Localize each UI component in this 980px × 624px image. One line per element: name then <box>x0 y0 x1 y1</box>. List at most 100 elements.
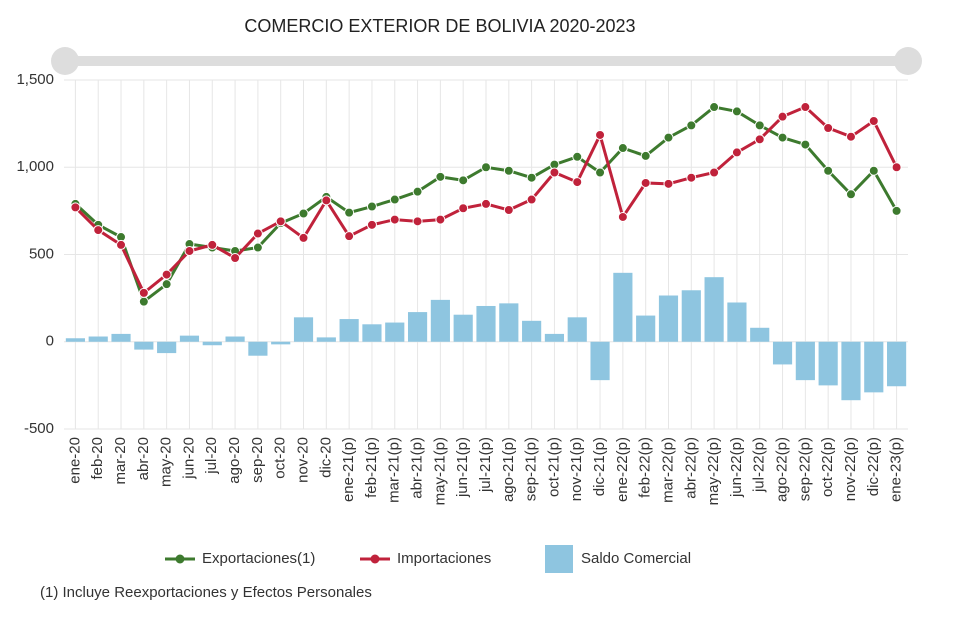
x-tick-label: may-22(p) <box>705 437 722 505</box>
point <box>595 129 606 140</box>
point <box>366 201 377 212</box>
point <box>458 175 469 186</box>
range-slider[interactable] <box>65 56 908 66</box>
x-tick-label: mar-22(p) <box>659 437 676 503</box>
y-tick-label: 500 <box>29 245 54 262</box>
x-tick-label: jun-20 <box>180 437 197 480</box>
point <box>252 228 263 239</box>
point <box>366 219 377 230</box>
point <box>321 195 332 206</box>
bar <box>293 317 314 342</box>
point <box>891 205 902 216</box>
x-tick-label: sep-22(p) <box>796 437 813 501</box>
x-tick-label: abr-20 <box>135 437 152 480</box>
x-tick-label: feb-22(p) <box>637 437 654 498</box>
bar <box>841 341 861 401</box>
point <box>617 143 628 154</box>
legend-label: Saldo Comercial <box>581 550 691 567</box>
x-tick-label: ene-22(p) <box>614 437 631 502</box>
bar <box>613 272 633 342</box>
x-tick-label: jul-20 <box>203 437 220 475</box>
x-tick-label: sep-21(p) <box>523 437 540 501</box>
bar <box>567 317 587 342</box>
x-tick-label: feb-21(p) <box>363 437 380 498</box>
point <box>116 239 127 250</box>
bar <box>316 337 336 342</box>
point <box>868 116 879 127</box>
x-tick-label: ene-20 <box>66 437 83 484</box>
bar <box>430 299 450 342</box>
point <box>503 205 514 216</box>
x-tick-label: mar-21(p) <box>386 437 403 503</box>
slider-handle[interactable] <box>894 47 922 75</box>
x-tick-label: ago-20 <box>226 437 243 484</box>
point <box>845 189 856 200</box>
point <box>731 147 742 158</box>
legend-swatch <box>175 554 185 564</box>
point <box>640 177 651 188</box>
point <box>663 132 674 143</box>
bar <box>407 312 428 342</box>
point <box>731 106 742 117</box>
y-tick-label: 1,000 <box>16 158 54 175</box>
point <box>663 178 674 189</box>
bar <box>590 341 610 381</box>
bar <box>864 341 884 393</box>
point <box>93 225 104 236</box>
slider-handle[interactable] <box>51 47 79 75</box>
point <box>481 198 491 209</box>
point <box>686 172 697 183</box>
bar <box>887 341 907 387</box>
x-tick-label: abr-22(p) <box>682 437 699 499</box>
x-tick-label: nov-22(p) <box>842 437 859 501</box>
bar <box>453 314 473 342</box>
point <box>640 150 651 161</box>
point <box>617 211 628 222</box>
point <box>572 177 583 188</box>
bar <box>658 295 679 342</box>
bar <box>772 341 793 365</box>
x-tick-label: ago-22(p) <box>774 437 791 502</box>
point <box>777 132 788 143</box>
point <box>230 252 241 263</box>
bar <box>202 341 222 346</box>
x-tick-label: oct-20 <box>272 437 289 479</box>
point <box>389 214 400 225</box>
x-tick-label: ago-21(p) <box>500 437 517 502</box>
point <box>412 216 423 227</box>
bar <box>818 341 838 386</box>
point <box>70 202 81 213</box>
point <box>458 203 469 214</box>
footnote: (1) Incluye Reexportaciones y Efectos Pe… <box>40 584 372 601</box>
point <box>823 165 834 176</box>
point <box>389 194 400 205</box>
point <box>891 162 902 173</box>
point <box>526 194 537 205</box>
bar <box>750 327 770 342</box>
point <box>549 167 560 178</box>
chart-title: COMERCIO EXTERIOR DE BOLIVIA 2020-2023 <box>244 16 635 36</box>
y-tick-label: 1,500 <box>16 71 54 88</box>
legend-label: Exportaciones(1) <box>202 550 315 567</box>
x-tick-label: nov-20 <box>294 437 311 483</box>
point <box>412 186 423 197</box>
legend-swatch <box>545 545 573 573</box>
bar <box>499 303 519 342</box>
point <box>709 167 720 178</box>
x-tick-label: may-21(p) <box>431 437 448 505</box>
x-tick-label: nov-21(p) <box>568 437 585 501</box>
point <box>868 165 879 176</box>
x-tick-label: dic-20 <box>317 437 334 478</box>
point <box>823 122 834 133</box>
point <box>138 296 149 307</box>
bar <box>681 290 701 342</box>
point <box>777 111 788 122</box>
point <box>800 102 811 113</box>
bar <box>522 320 542 342</box>
point <box>686 120 697 131</box>
bar <box>88 336 108 342</box>
point <box>252 242 263 253</box>
point <box>800 139 811 150</box>
bar <box>157 341 177 354</box>
x-tick-label: jul-21(p) <box>477 437 494 493</box>
